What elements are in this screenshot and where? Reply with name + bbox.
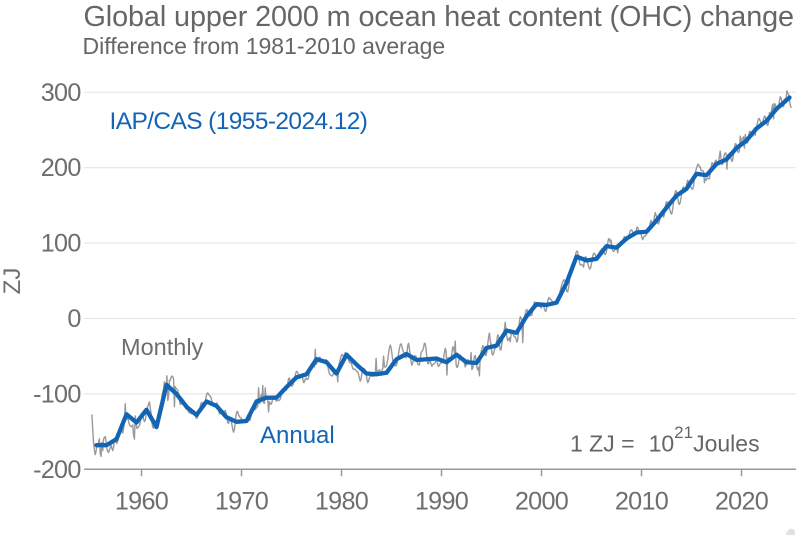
y-tick-label--200: -200	[33, 456, 81, 484]
series-monthly	[91, 90, 792, 458]
x-tick-label-1990: 1990	[415, 487, 469, 515]
unit-note-exponent: 21	[674, 423, 694, 442]
unit-note-base: 10	[648, 430, 675, 457]
x-tick-label-1960: 1960	[115, 487, 169, 515]
x-tick-label-2010: 2010	[615, 487, 669, 515]
y-tick-label-200: 200	[41, 154, 82, 182]
y-tick-label-0: 0	[67, 305, 81, 333]
y-tick-label--100: -100	[33, 380, 81, 408]
unit-note-prefix: 1 ZJ =	[570, 430, 635, 457]
series-label-monthly: Monthly	[121, 333, 204, 360]
x-tick-label-1970: 1970	[215, 487, 269, 515]
x-tick-label-1980: 1980	[315, 487, 369, 515]
y-tick-label-100: 100	[41, 230, 82, 258]
x-tick-label-2020: 2020	[715, 487, 769, 515]
x-tick-label-2000: 2000	[515, 487, 569, 515]
watermark-smudge	[786, 528, 795, 535]
unit-note-suffix: Joules	[693, 430, 760, 457]
series-label-annual: Annual	[260, 422, 335, 450]
unit-note: 1 ZJ = 1021Joules	[570, 423, 760, 458]
chart-subtitle: Difference from 1981-2010 average	[82, 32, 446, 59]
series-annual	[94, 95, 792, 448]
chart-title: Global upper 2000 m ocean heat content (…	[83, 0, 795, 33]
y-tick-label-300: 300	[41, 79, 82, 107]
dataset-label: IAP/CAS (1955-2024.12)	[109, 107, 368, 135]
